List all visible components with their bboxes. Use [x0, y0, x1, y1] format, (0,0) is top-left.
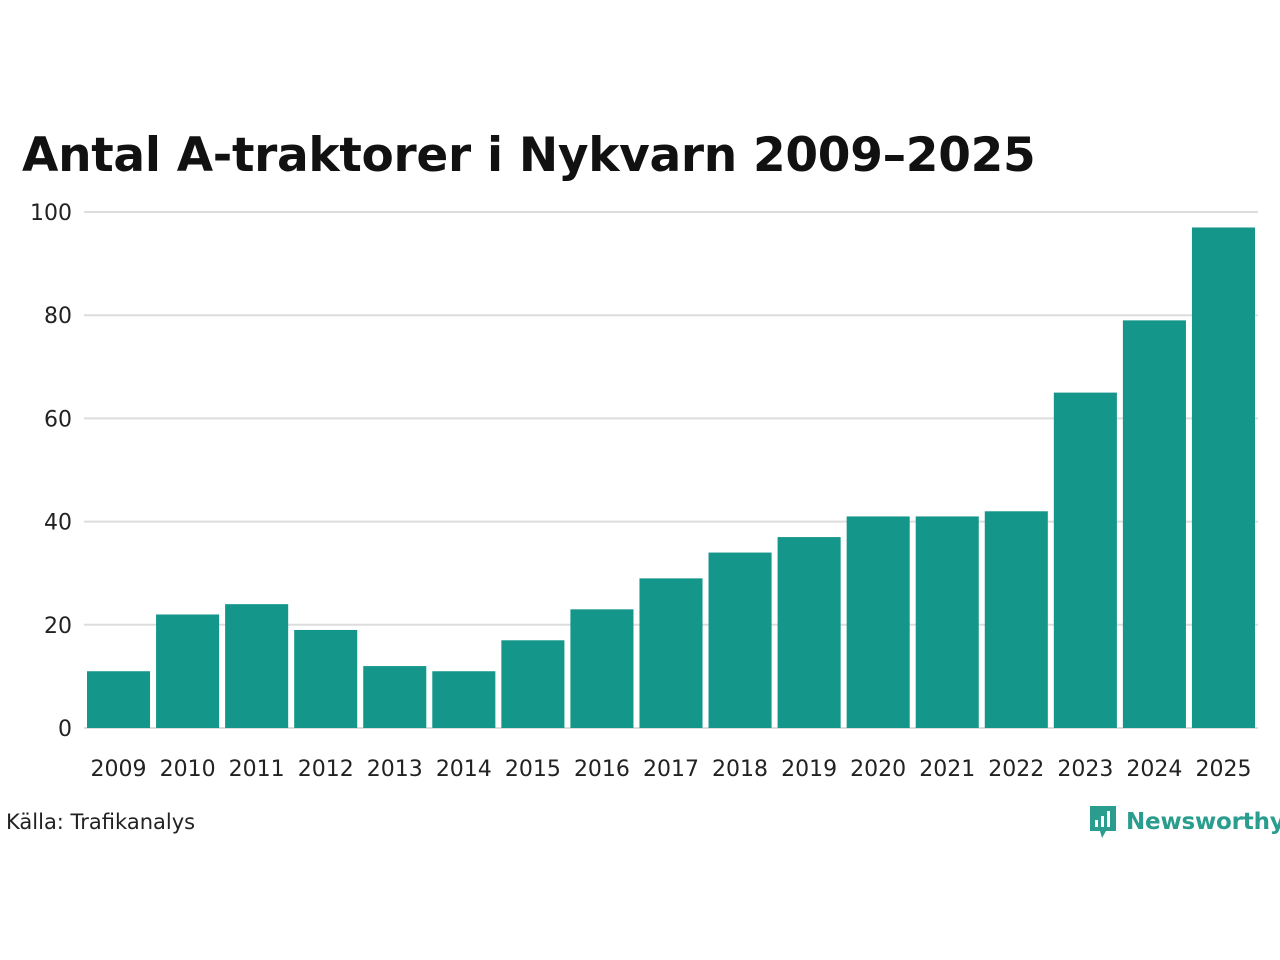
- newsworthy-chart-bubble-icon: [1090, 806, 1116, 838]
- bar-2016: [570, 609, 634, 728]
- chart-title: Antal A-traktorer i Nykvarn 2009–2025: [22, 128, 1036, 183]
- bar-2011: [225, 604, 289, 728]
- brand-logo[interactable]: Newsworthy: [1088, 804, 1280, 840]
- x-tick-label: 2016: [574, 757, 630, 782]
- y-tick-label: 60: [44, 407, 72, 432]
- x-tick-label: 2018: [712, 757, 768, 782]
- x-tick-label: 2011: [229, 757, 285, 782]
- y-axis-ticks: 0 20 40 60 80 100: [30, 201, 72, 742]
- brand-name: Newsworthy: [1126, 809, 1280, 835]
- x-tick-label: 2020: [850, 757, 906, 782]
- bar-2019: [777, 537, 841, 728]
- x-tick-label: 2010: [160, 757, 216, 782]
- x-tick-label: 2013: [367, 757, 423, 782]
- y-tick-label: 0: [58, 717, 72, 742]
- bar-2021: [915, 516, 979, 728]
- x-tick-label: 2009: [91, 757, 147, 782]
- bar-2025: [1191, 227, 1255, 729]
- y-tick-label: 40: [44, 511, 72, 536]
- bar-2009: [87, 671, 151, 728]
- x-tick-label: 2022: [988, 757, 1044, 782]
- bar-2020: [846, 516, 910, 728]
- x-tick-label: 2017: [643, 757, 699, 782]
- bar-2012: [294, 629, 358, 728]
- bar-2014: [432, 671, 496, 728]
- y-tick-label: 100: [30, 201, 72, 226]
- bar-2023: [1053, 392, 1117, 728]
- x-tick-label: 2025: [1195, 757, 1251, 782]
- bar-2015: [501, 640, 565, 728]
- x-axis-ticks: 2009 2010 2011 2012 2013 2014 2015 2016 2017 2018…: [91, 757, 1252, 782]
- bar-2017: [639, 578, 703, 728]
- bar-2010: [156, 614, 220, 728]
- bar-2024: [1122, 320, 1186, 728]
- x-tick-label: 2012: [298, 757, 354, 782]
- bar-2013: [363, 666, 427, 728]
- x-tick-label: 2014: [436, 757, 492, 782]
- y-tick-label: 20: [44, 614, 72, 639]
- x-tick-label: 2019: [781, 757, 837, 782]
- source-note: Källa: Trafikanalys: [6, 810, 196, 834]
- x-tick-label: 2015: [505, 757, 561, 782]
- x-tick-label: 2023: [1057, 757, 1113, 782]
- y-tick-label: 80: [44, 304, 72, 329]
- x-tick-label: 2021: [919, 757, 975, 782]
- bar-2018: [708, 552, 772, 728]
- x-tick-label: 2024: [1126, 757, 1182, 782]
- bar-2022: [984, 511, 1048, 728]
- bars: [87, 227, 1255, 729]
- bar-chart: 0 20 40 60 80 100 2009 2010 2011 2012 2013 2014 201…: [30, 201, 1258, 782]
